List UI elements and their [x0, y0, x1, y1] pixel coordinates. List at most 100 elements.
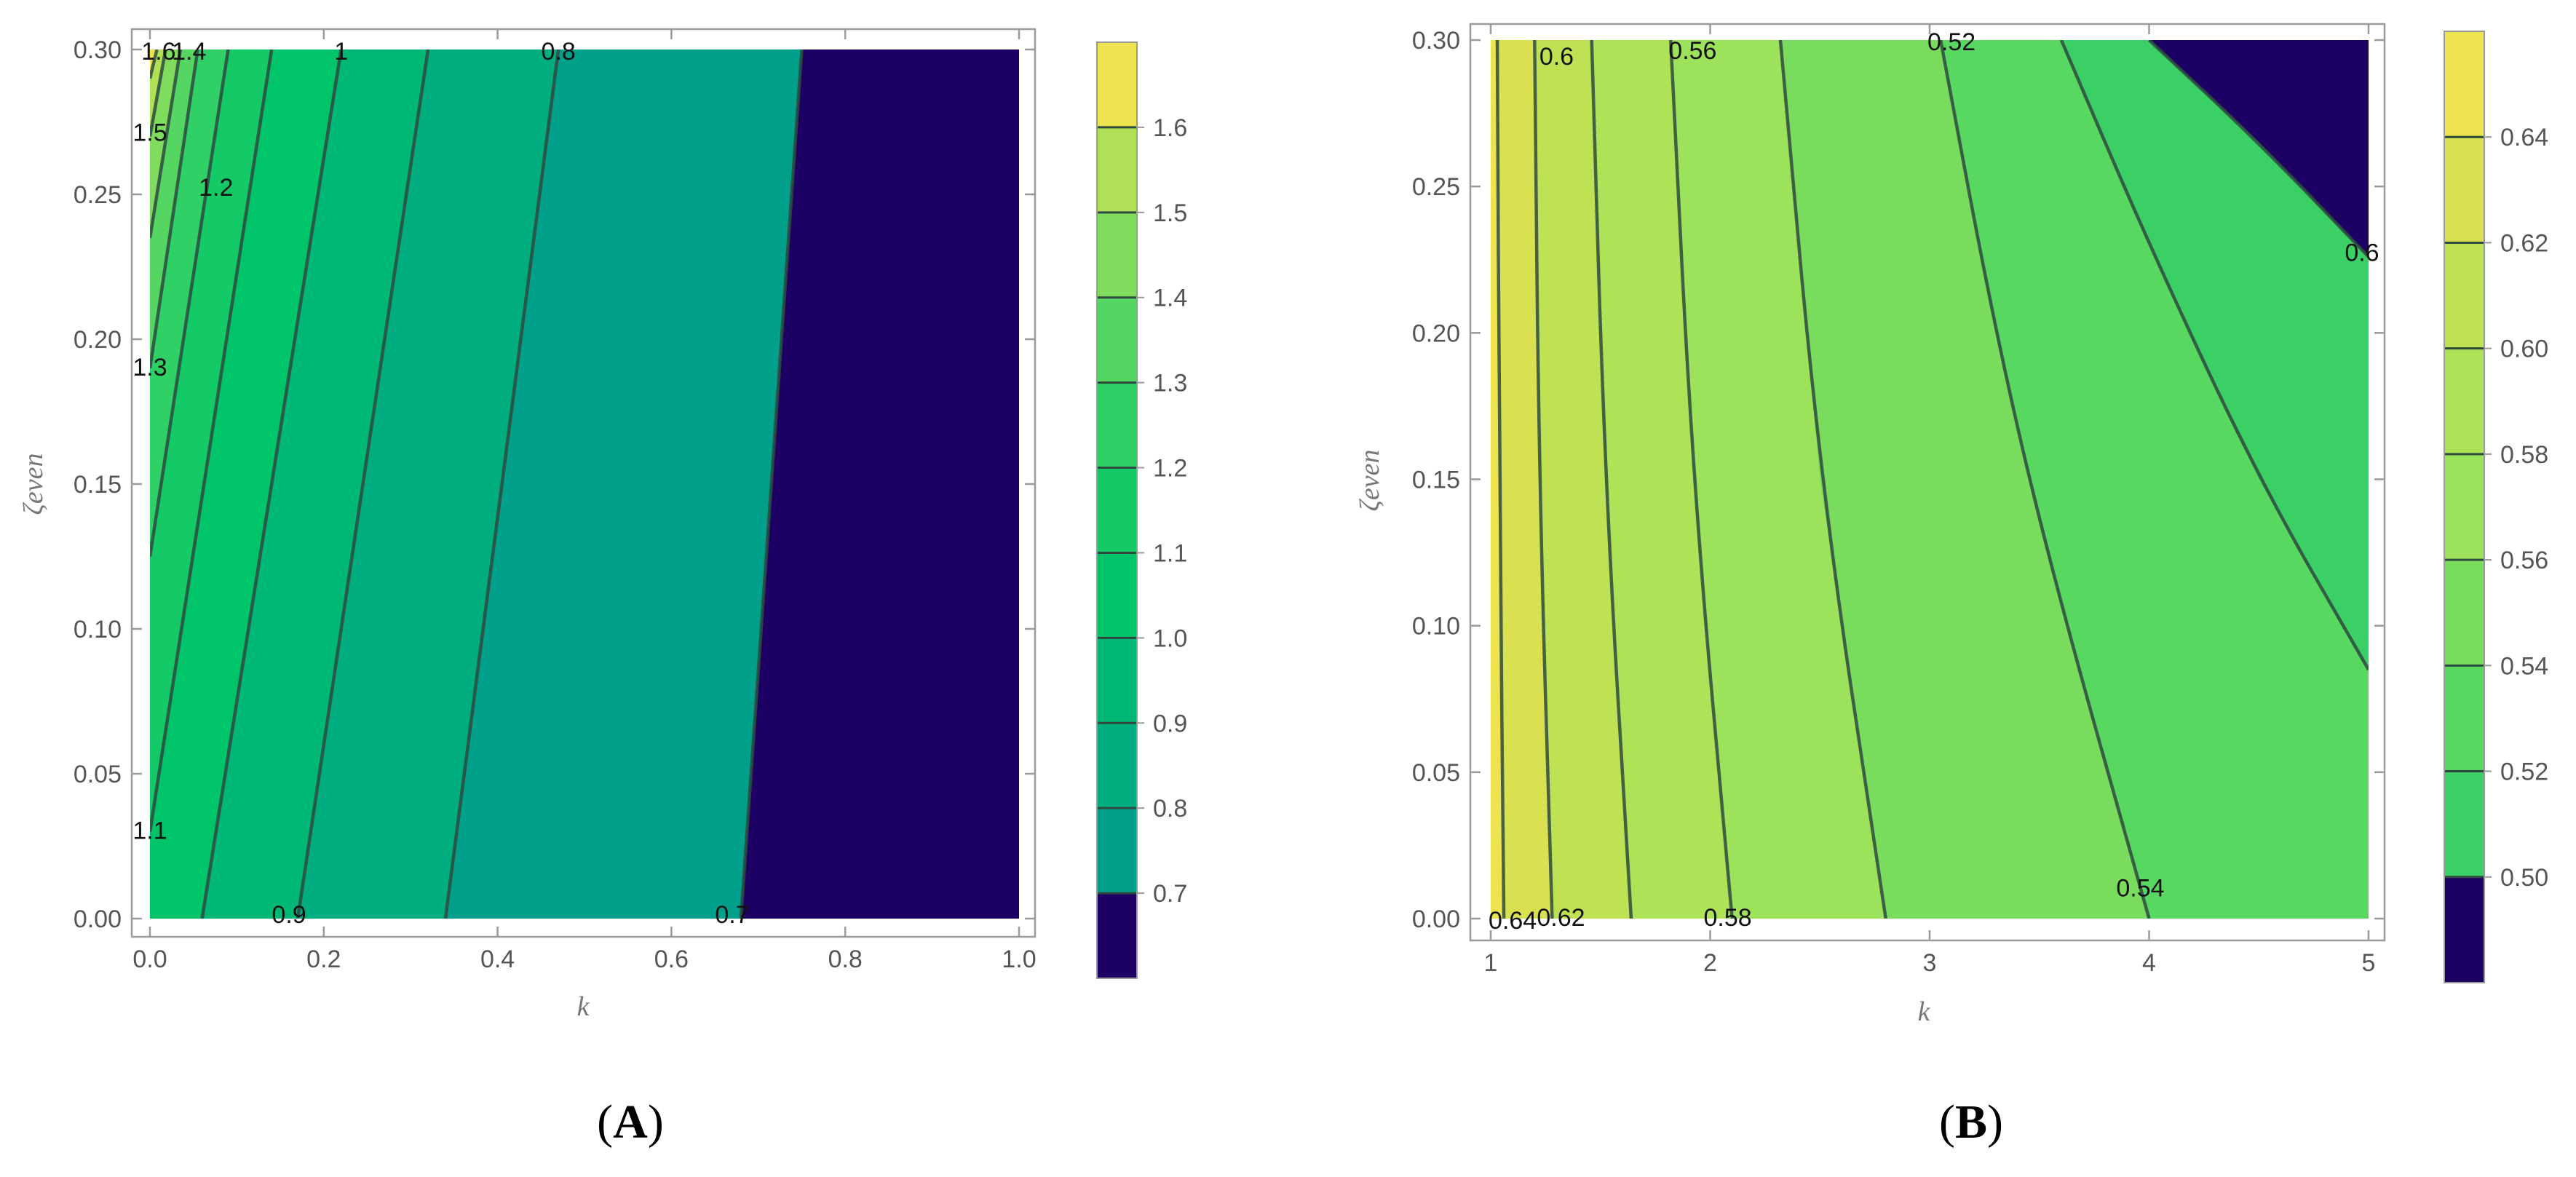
colorbar-tick-label: 0.52: [2500, 758, 2548, 786]
band-fill: [2149, 40, 2369, 257]
contour-line: [739, 49, 804, 919]
colorbar-band: [2444, 348, 2484, 454]
x-tick-label: 0.6: [654, 946, 689, 973]
plot-frame: [130, 28, 1037, 938]
contour-label: 0.6: [2345, 239, 2379, 267]
colorbar-band: [2444, 137, 2484, 243]
colorbar-band: [1097, 127, 1137, 213]
x-tick-label: 0.0: [132, 946, 167, 973]
contour-label: 0.62: [1537, 904, 1585, 932]
colorbar-tick-label: 0.60: [2500, 336, 2548, 363]
colorbar-tick-label: 0.50: [2500, 864, 2548, 892]
contour-line: [1495, 40, 1506, 919]
y-tick-label: 0.25: [74, 181, 122, 209]
y-tick-label: 0.05: [74, 761, 122, 788]
colorbar-band: [1097, 212, 1137, 298]
colorbar: 0.50 0.52 0.54 0.56 0.58 0.60 0.62 0.64: [2444, 31, 2548, 983]
band-fill: [740, 49, 1019, 919]
y-tick-label: 0.20: [1412, 320, 1460, 347]
colorbar-tick-label: 0.7: [1153, 880, 1187, 908]
panel-a: 0.0 0.2 0.4 0.6 0.8 1.0 0.00 0.05 0.10 0.15 0.20 0.…: [18, 28, 1187, 1149]
contour-line: [1533, 40, 1554, 919]
x-tick-label: 1.0: [1002, 946, 1036, 973]
panel-label-open: (: [597, 1095, 613, 1149]
colorbar-band: [1097, 297, 1137, 383]
colorbar-band: [1097, 467, 1137, 553]
contour-labels: 0.6 0.56 0.52 0.6 0.54 0.64 0.62 0.58: [1489, 28, 2379, 935]
panel-label-open: (: [1939, 1095, 1955, 1149]
colorbar-tick-label: 0.64: [2500, 124, 2548, 151]
colorbar-band: [1097, 638, 1137, 724]
plot-frame: [1469, 23, 2386, 942]
contour-labels: 1.61.4 1 0.8 1.5 1.2 1.3 1.1 0.9 0.7: [132, 38, 749, 929]
contour-line: [150, 49, 167, 137]
colorbar-band: [2444, 31, 2484, 138]
ticks: 0.0 0.2 0.4 0.6 0.8 1.0 0.00 0.05 0.10 0.15 0.20 0.…: [74, 29, 1037, 973]
colorbar-band: [1097, 552, 1137, 638]
colorbar-tick-label: 0.62: [2500, 229, 2548, 257]
colorbar-band: [1097, 723, 1137, 809]
colorbar-tick-label: 1.1: [1153, 539, 1187, 567]
x-tick-label: 1: [1484, 949, 1498, 977]
colorbar-band: [2444, 453, 2484, 560]
contour-label: 0.9: [272, 901, 306, 929]
contour-line: [296, 49, 430, 919]
y-tick-label: 0.10: [74, 616, 122, 643]
colorbar-tick-label: 1.5: [1153, 199, 1187, 227]
colorbar-tick-label: 0.9: [1153, 710, 1187, 737]
colorbar-frame: [1096, 41, 1138, 979]
contour-line: [2147, 40, 2369, 258]
y-tick-label: 0.20: [74, 326, 122, 354]
colorbar-band: [1097, 42, 1137, 127]
y-axis-title: ζeven: [1355, 450, 1385, 512]
contour-fills: [1491, 40, 2369, 919]
contour-label: 0.54: [2116, 875, 2164, 903]
contour-line: [150, 49, 199, 369]
colorbar-band: [1097, 808, 1137, 894]
colorbar-frame: [2444, 31, 2485, 983]
y-tick-label: 0.15: [1412, 467, 1460, 494]
colorbar-band: [2444, 560, 2484, 666]
contour-label: 1.1: [132, 817, 167, 845]
contour-label: 0.64: [1489, 907, 1537, 935]
ticks: 1 2 3 4 5 0.00 0.05 0.10 0.15 0.20 0.25 0.30: [1412, 24, 2385, 977]
x-tick-label: 0.2: [306, 946, 341, 973]
contour-line: [200, 49, 343, 919]
x-tick-label: 0.8: [828, 946, 863, 973]
contour-label: 1.3: [132, 354, 167, 381]
x-axis-title: k: [1918, 996, 1931, 1027]
contour-label: 1: [334, 38, 348, 66]
contour-lines: [1495, 40, 2369, 919]
panel-label: (B): [1939, 1095, 2003, 1149]
x-tick-label: 4: [2142, 949, 2156, 977]
contour-label: 1.5: [132, 119, 167, 146]
x-tick-label: 3: [1923, 949, 1937, 977]
contour-label: 0.6: [1539, 43, 1574, 71]
panel-label: (A): [597, 1095, 664, 1149]
contour-label: 0.8: [542, 38, 576, 66]
contour-line: [1938, 40, 2151, 919]
contour-fills: [150, 49, 1019, 919]
colorbar-band: [2444, 242, 2484, 349]
colorbar-band: [2444, 771, 2484, 877]
y-tick-label: 0.15: [74, 471, 122, 499]
panel-label-letter: A: [613, 1095, 648, 1149]
colorbar-band: [1097, 382, 1137, 468]
colorbar-band: [2444, 665, 2484, 772]
colorbar-tick-label: 1.0: [1153, 625, 1187, 652]
colorbar-band: [2444, 876, 2484, 983]
x-tick-label: 0.4: [480, 946, 515, 973]
y-tick-label: 0.00: [1412, 905, 1460, 933]
contour-label: 0.52: [1927, 28, 1975, 56]
panel-label-letter: B: [1955, 1095, 1987, 1149]
colorbar-tick-label: 0.58: [2500, 441, 2548, 469]
panel-b: 1 2 3 4 5 0.00 0.05 0.10 0.15 0.20 0.25 0.30 k ζeven 0…: [1355, 23, 2548, 1149]
contour-label: 1.4: [172, 38, 206, 66]
colorbar-tick-label: 1.4: [1153, 285, 1187, 312]
contour-line: [1590, 40, 1633, 919]
y-tick-label: 0.05: [1412, 759, 1460, 787]
x-tick-label: 5: [2362, 949, 2376, 977]
y-axis-title: ζeven: [18, 453, 49, 515]
contour-line: [1778, 40, 1887, 919]
